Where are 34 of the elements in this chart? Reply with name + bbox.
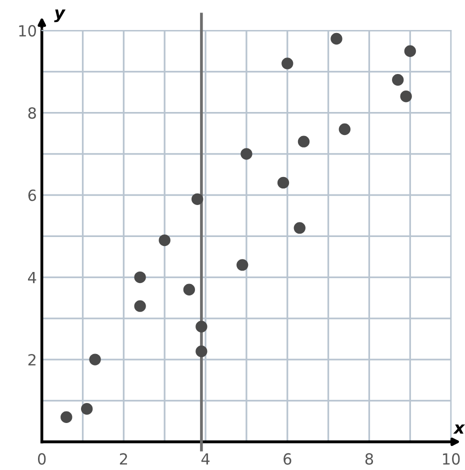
point (196, 320, 208, 332)
point (183, 284, 196, 296)
point (60, 411, 72, 423)
point (81, 403, 93, 415)
point (282, 58, 294, 70)
point (236, 259, 248, 271)
y-tick-label: 10 (19, 25, 36, 37)
y-tick-label: 8 (28, 107, 36, 119)
point (298, 136, 310, 148)
x-tick-label: 10 (443, 453, 460, 465)
x-axis-title: x (453, 424, 465, 434)
y-axis-title: y (54, 9, 66, 22)
point (400, 90, 412, 102)
point (277, 176, 290, 189)
point (240, 148, 252, 160)
x-tick-label: 4 (201, 453, 210, 465)
point (192, 193, 204, 206)
y-tick-label: 4 (28, 272, 36, 284)
point (158, 234, 170, 246)
point (338, 123, 351, 136)
point (134, 300, 146, 312)
x-tick-label: 6 (284, 453, 292, 465)
y-tick-label: 6 (28, 190, 36, 202)
point (134, 271, 146, 284)
point (404, 45, 416, 57)
point (330, 32, 342, 45)
x-tick-label: 8 (365, 453, 374, 465)
point (89, 354, 101, 366)
y-tick-label: 2 (28, 354, 36, 366)
point (196, 345, 208, 358)
x-tick-label: 0 (38, 453, 46, 465)
point (294, 222, 306, 234)
point (392, 74, 404, 86)
x-tick-label: 2 (120, 453, 128, 465)
